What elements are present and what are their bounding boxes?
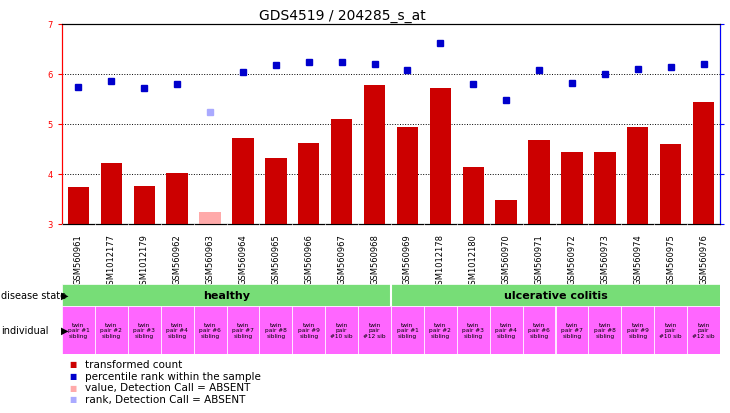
Text: GSM560964: GSM560964 <box>239 233 247 284</box>
Text: GSM560973: GSM560973 <box>600 233 610 284</box>
Bar <box>199 212 220 224</box>
Bar <box>62 284 391 306</box>
Text: ulcerative colitis: ulcerative colitis <box>504 290 607 300</box>
Text: GSM560968: GSM560968 <box>370 233 379 284</box>
Bar <box>232 139 253 224</box>
Bar <box>490 306 523 354</box>
Text: GSM560965: GSM560965 <box>272 233 280 284</box>
Text: twin
pair #7
sibling: twin pair #7 sibling <box>232 322 254 338</box>
Text: GSM560974: GSM560974 <box>633 233 642 284</box>
Bar <box>128 306 161 354</box>
Text: value, Detection Call = ABSENT: value, Detection Call = ABSENT <box>85 382 250 392</box>
Text: twin
pair #4
sibling: twin pair #4 sibling <box>166 322 188 338</box>
Bar <box>594 152 615 224</box>
Text: twin
pair #8
sibling: twin pair #8 sibling <box>265 322 287 338</box>
Text: twin
pair #7
sibling: twin pair #7 sibling <box>561 322 583 338</box>
Text: twin
pair #1
sibling: twin pair #1 sibling <box>396 322 418 338</box>
Text: ■: ■ <box>69 371 77 380</box>
Bar <box>391 284 720 306</box>
Bar <box>161 306 193 354</box>
Bar <box>621 306 654 354</box>
Bar <box>687 306 720 354</box>
Text: twin
pair #1
sibling: twin pair #1 sibling <box>68 322 89 338</box>
Bar <box>424 306 457 354</box>
Bar <box>556 306 588 354</box>
Bar <box>193 306 226 354</box>
Bar <box>226 306 259 354</box>
Text: twin
pair #9
sibling: twin pair #9 sibling <box>627 322 649 338</box>
Bar <box>457 306 490 354</box>
Text: twin
pair #8
sibling: twin pair #8 sibling <box>594 322 616 338</box>
Text: GDS4519 / 204285_s_at: GDS4519 / 204285_s_at <box>259 9 426 23</box>
Bar <box>292 306 325 354</box>
Text: twin
pair #6
sibling: twin pair #6 sibling <box>199 322 221 338</box>
Bar <box>588 306 621 354</box>
Text: twin
pair #2
sibling: twin pair #2 sibling <box>101 322 123 338</box>
Bar <box>693 102 714 224</box>
Text: twin
pair #4
sibling: twin pair #4 sibling <box>495 322 517 338</box>
Text: GSM560966: GSM560966 <box>304 233 313 284</box>
Bar <box>331 120 353 224</box>
Text: disease state: disease state <box>1 290 66 300</box>
Text: ■: ■ <box>69 360 77 369</box>
Text: ▶: ▶ <box>61 325 68 335</box>
Text: GSM560961: GSM560961 <box>74 233 83 284</box>
Bar <box>259 306 292 354</box>
Bar <box>529 141 550 224</box>
Text: healthy: healthy <box>203 290 250 300</box>
Text: percentile rank within the sample: percentile rank within the sample <box>85 371 261 381</box>
Bar <box>463 167 484 224</box>
Text: GSM560975: GSM560975 <box>666 233 675 284</box>
Bar <box>358 306 391 354</box>
Bar <box>298 144 320 224</box>
Text: GSM1012178: GSM1012178 <box>436 233 445 289</box>
Text: GSM560963: GSM560963 <box>206 233 215 284</box>
Bar <box>68 187 89 224</box>
Text: ▶: ▶ <box>61 290 68 300</box>
Bar <box>166 173 188 224</box>
Text: twin
pair
#10 sib: twin pair #10 sib <box>659 322 682 338</box>
Text: GSM560970: GSM560970 <box>502 233 511 284</box>
Text: twin
pair #6
sibling: twin pair #6 sibling <box>529 322 550 338</box>
Text: GSM560971: GSM560971 <box>534 233 544 284</box>
Text: twin
pair #3
sibling: twin pair #3 sibling <box>134 322 155 338</box>
Bar <box>654 306 687 354</box>
Text: GSM1012179: GSM1012179 <box>139 233 149 289</box>
Bar <box>364 86 385 224</box>
Text: GSM560976: GSM560976 <box>699 233 708 284</box>
Bar <box>101 164 122 224</box>
Text: twin
pair
#12 sib: twin pair #12 sib <box>692 322 715 338</box>
Text: GSM1012180: GSM1012180 <box>469 233 477 289</box>
Text: individual: individual <box>1 325 49 335</box>
Bar <box>95 306 128 354</box>
Bar <box>627 127 648 224</box>
Text: GSM1012177: GSM1012177 <box>107 233 116 289</box>
Bar <box>660 145 681 224</box>
Bar <box>391 306 424 354</box>
Bar <box>397 127 418 224</box>
Text: twin
pair #9
sibling: twin pair #9 sibling <box>298 322 320 338</box>
Bar <box>430 89 451 224</box>
Text: GSM560967: GSM560967 <box>337 233 346 284</box>
Text: twin
pair
#10 sib: twin pair #10 sib <box>331 322 353 338</box>
Bar <box>496 201 517 224</box>
Text: rank, Detection Call = ABSENT: rank, Detection Call = ABSENT <box>85 394 246 404</box>
Text: ■: ■ <box>69 383 77 392</box>
Bar <box>134 186 155 224</box>
Bar <box>523 306 556 354</box>
Text: GSM560972: GSM560972 <box>567 233 577 284</box>
Text: transformed count: transformed count <box>85 359 182 369</box>
Text: twin
pair #3
sibling: twin pair #3 sibling <box>462 322 484 338</box>
Text: GSM560962: GSM560962 <box>173 233 182 284</box>
Bar <box>62 306 95 354</box>
Bar <box>325 306 358 354</box>
Text: GSM560969: GSM560969 <box>403 233 412 284</box>
Text: ■: ■ <box>69 394 77 404</box>
Text: twin
pair #2
sibling: twin pair #2 sibling <box>429 322 451 338</box>
Bar <box>265 158 287 224</box>
Text: twin
pair
#12 sib: twin pair #12 sib <box>364 322 386 338</box>
Bar <box>561 152 583 224</box>
